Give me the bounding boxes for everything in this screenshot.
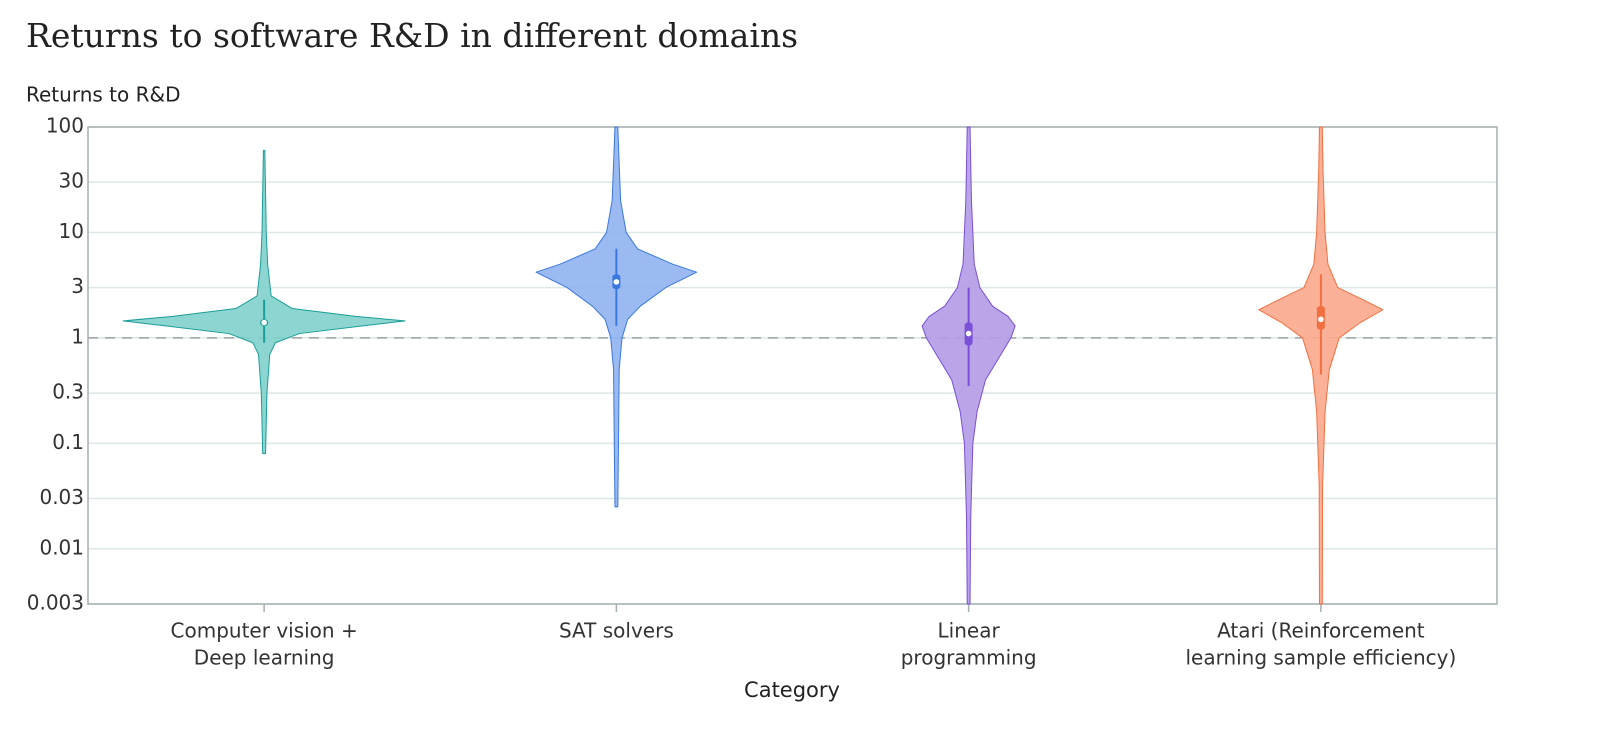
y-tick-label: 100 bbox=[46, 114, 84, 138]
y-tick-label: 3 bbox=[71, 274, 84, 298]
x-tick-label: SAT solvers bbox=[559, 619, 674, 643]
y-tick-label: 1 bbox=[71, 324, 84, 348]
plot-frame bbox=[87, 126, 1498, 605]
median bbox=[261, 319, 267, 326]
y-tick-label: 0.01 bbox=[39, 535, 84, 559]
x-tick-label: programming bbox=[901, 646, 1037, 670]
x-axis-label: Category bbox=[744, 678, 840, 702]
y-tick-label: 10 bbox=[59, 219, 84, 243]
x-tick-label: Atari (Reinforcement bbox=[1217, 619, 1425, 643]
median bbox=[965, 330, 972, 337]
y-axis-label: Returns to R&D bbox=[26, 83, 180, 107]
x-tick-label: Linear bbox=[938, 619, 1001, 643]
y-tick-label: 0.3 bbox=[52, 380, 84, 404]
median bbox=[613, 279, 620, 285]
y-tick-label: 30 bbox=[59, 169, 84, 193]
chart-title: Returns to software R&D in different dom… bbox=[26, 16, 798, 55]
x-tick-label: Deep learning bbox=[194, 646, 335, 670]
median bbox=[1318, 316, 1324, 323]
y-tick-label: 0.003 bbox=[27, 591, 84, 615]
y-tick-label: 0.03 bbox=[39, 485, 84, 509]
y-tick-label: 0.1 bbox=[52, 430, 84, 454]
x-tick-label: Computer vision + bbox=[171, 619, 358, 643]
x-tick-label: learning sample efficiency) bbox=[1185, 646, 1456, 670]
